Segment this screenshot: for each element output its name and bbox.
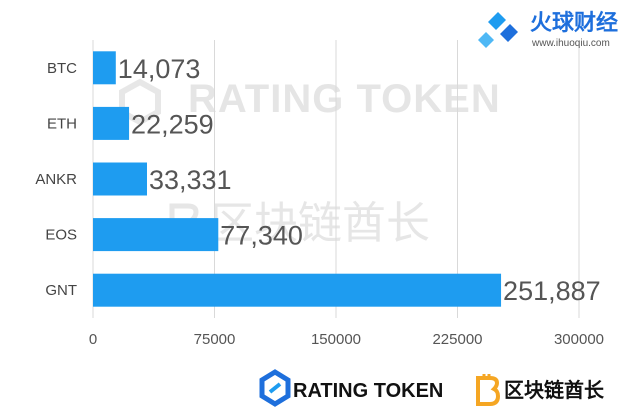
data-label: 251,887 [503,276,601,306]
category-label: GNT [45,282,77,299]
watermark-text-cn: 区块链酋长 [210,199,430,248]
bar-eos [93,218,219,252]
bar-ankr [93,162,147,196]
huoqiu-logo-text: 火球财经 [530,10,618,35]
category-labels: BTC ETH ANKR EOS GNT [35,60,77,299]
watermark: RATING TOKEN 区块链酋长 [119,77,501,248]
data-label: 14,073 [118,54,201,84]
footer-branding: RATING TOKEN 区块链酋长 [259,369,605,407]
x-axis-tick-labels: 0 75000 150000 225000 300000 [89,331,604,348]
data-label: 22,259 [131,109,214,139]
huoqiu-logo: 火球财经 www.ihuoqiu.com [478,10,618,49]
x-tick-label: 0 [89,331,97,348]
bars [93,51,502,307]
huoqiu-logo-url: www.ihuoqiu.com [531,38,610,49]
bar-gnt [93,273,502,307]
data-label: 33,331 [149,165,232,195]
bar-btc [93,51,116,85]
chief-logo-icon [476,374,501,406]
huoqiu-logo-icon [478,12,518,48]
rating-token-logo-icon [259,369,291,407]
bar-eth [93,106,130,140]
x-tick-label: 75000 [194,331,236,348]
rating-token-brand-text: RATING TOKEN [293,380,443,402]
chief-brand-text: 区块链酋长 [504,378,605,402]
category-label: ETH [47,115,77,132]
x-tick-label: 225000 [432,331,482,348]
category-label: ANKR [35,171,77,188]
x-tick-label: 150000 [311,331,361,348]
category-label: BTC [47,60,77,77]
category-label: EOS [45,227,77,244]
x-tick-label: 300000 [554,331,604,348]
watermark-text-en: RATING TOKEN [188,77,501,121]
data-labels: 14,073 22,259 33,331 77,340 251,887 [118,54,601,306]
data-label: 77,340 [220,221,303,251]
